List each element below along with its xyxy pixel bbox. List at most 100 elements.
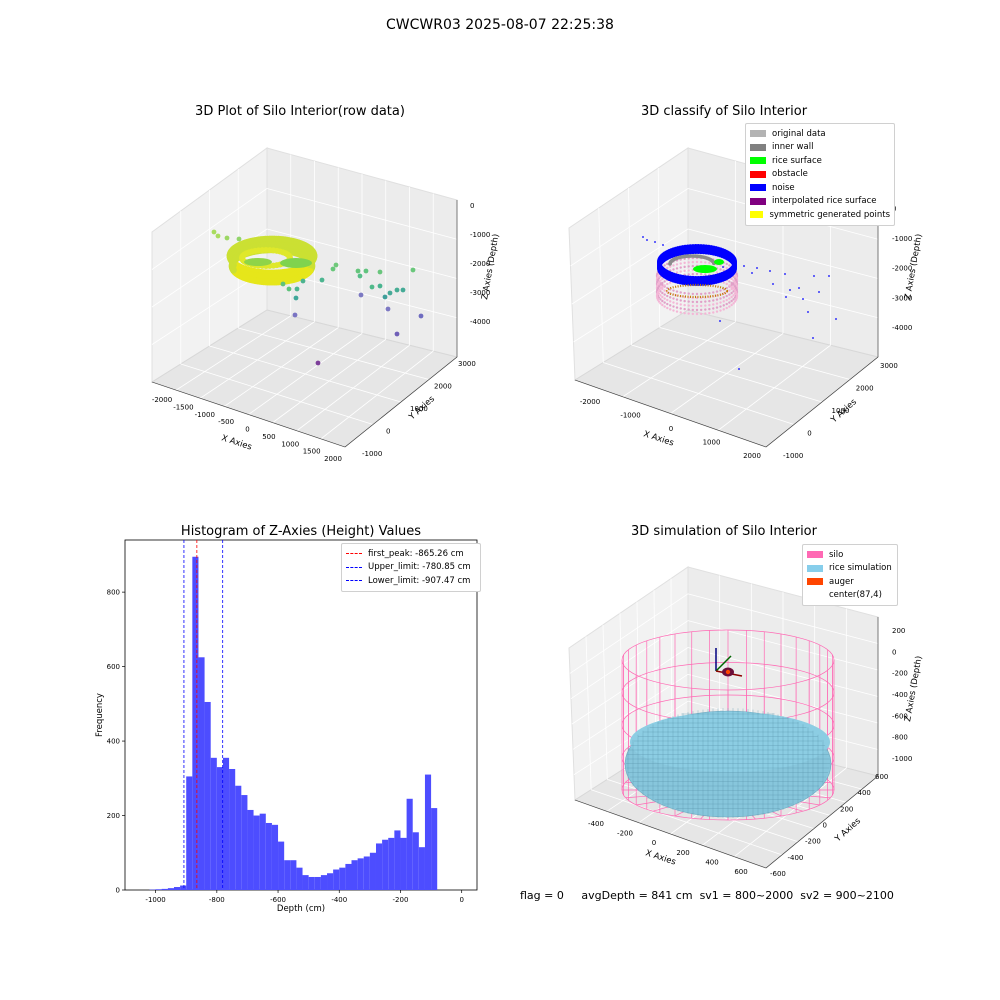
data-point xyxy=(668,260,673,264)
data-point xyxy=(262,235,269,243)
data-point xyxy=(302,271,309,279)
data-point xyxy=(315,360,321,366)
data-point xyxy=(698,244,703,249)
silo-floor-line xyxy=(625,781,729,791)
data-point xyxy=(730,265,733,269)
data-point xyxy=(659,287,662,290)
data-point xyxy=(687,292,690,295)
data-point xyxy=(735,284,738,288)
data-point xyxy=(305,251,312,258)
data-point xyxy=(656,278,660,281)
data-point xyxy=(262,269,269,277)
data-point xyxy=(241,250,249,258)
data-point xyxy=(669,273,672,276)
data-point xyxy=(708,273,711,277)
y-tick-label: 600 xyxy=(107,663,120,671)
data-point xyxy=(661,281,664,285)
legend-swatch xyxy=(750,197,766,205)
panel4-xlabel: X Axies xyxy=(644,848,677,867)
data-point xyxy=(709,274,714,279)
data-point xyxy=(672,272,675,275)
status-avgdepth: avgDepth = 841 cm xyxy=(581,889,693,902)
data-point xyxy=(254,242,262,250)
data-point xyxy=(657,260,662,265)
data-point xyxy=(679,303,682,306)
data-point xyxy=(659,257,664,262)
data-point xyxy=(658,261,663,266)
data-point xyxy=(301,241,309,249)
legend-swatch xyxy=(750,184,766,192)
data-point xyxy=(701,255,706,259)
data-point xyxy=(732,260,737,265)
data-point xyxy=(308,256,316,264)
data-point xyxy=(229,258,237,266)
data-point xyxy=(666,278,669,282)
data-point xyxy=(672,264,675,267)
data-point xyxy=(254,247,262,255)
data-point xyxy=(701,275,706,280)
histogram-bar xyxy=(161,888,168,890)
histogram-bar xyxy=(333,869,340,890)
data-point xyxy=(298,240,306,248)
data-point xyxy=(248,248,256,256)
data-point xyxy=(276,273,284,281)
histogram-bar xyxy=(155,889,162,890)
histogram-bar xyxy=(192,556,199,890)
data-point xyxy=(658,267,663,272)
data-point xyxy=(677,255,681,260)
data-point xyxy=(715,275,719,278)
data-point xyxy=(678,245,683,250)
data-point xyxy=(300,272,308,279)
data-point xyxy=(260,278,268,286)
noise-point xyxy=(646,239,648,241)
data-point xyxy=(727,268,732,273)
data-point xyxy=(658,264,663,269)
data-point xyxy=(377,283,383,289)
data-point xyxy=(292,270,299,278)
data-point xyxy=(708,295,711,299)
data-point xyxy=(733,277,737,280)
data-point xyxy=(268,241,276,249)
data-point xyxy=(659,286,662,289)
data-point xyxy=(282,259,289,266)
data-point xyxy=(307,258,314,266)
data-point xyxy=(231,260,238,268)
data-point xyxy=(656,283,660,286)
data-point xyxy=(256,247,264,255)
data-point xyxy=(719,305,722,308)
silo-floor-line xyxy=(727,763,782,791)
data-point xyxy=(270,235,278,243)
data-point xyxy=(708,277,711,281)
data-point xyxy=(661,277,664,281)
data-point xyxy=(227,255,234,263)
data-point xyxy=(712,278,715,281)
data-point xyxy=(298,268,306,276)
data-point xyxy=(293,245,301,252)
data-point xyxy=(410,267,416,273)
data-point xyxy=(307,260,315,268)
data-point xyxy=(232,251,239,258)
data-point xyxy=(687,300,690,303)
data-point xyxy=(658,270,663,275)
data-point xyxy=(233,255,240,263)
data-point xyxy=(237,263,245,271)
data-point xyxy=(282,242,290,250)
data-point xyxy=(363,268,369,274)
data-point xyxy=(288,243,296,251)
data-point xyxy=(657,263,662,268)
grid-line xyxy=(200,321,315,399)
data-point xyxy=(720,274,725,279)
data-point xyxy=(228,248,235,256)
data-point xyxy=(277,261,284,268)
data-point xyxy=(672,257,677,262)
noise-point xyxy=(738,368,740,370)
data-point xyxy=(290,271,298,278)
data-point xyxy=(676,276,680,281)
data-point xyxy=(230,245,238,253)
data-point xyxy=(659,290,662,293)
data-point xyxy=(266,235,274,243)
data-point xyxy=(709,258,714,263)
data-point xyxy=(233,264,240,272)
data-point xyxy=(691,275,696,280)
data-point xyxy=(234,265,241,273)
